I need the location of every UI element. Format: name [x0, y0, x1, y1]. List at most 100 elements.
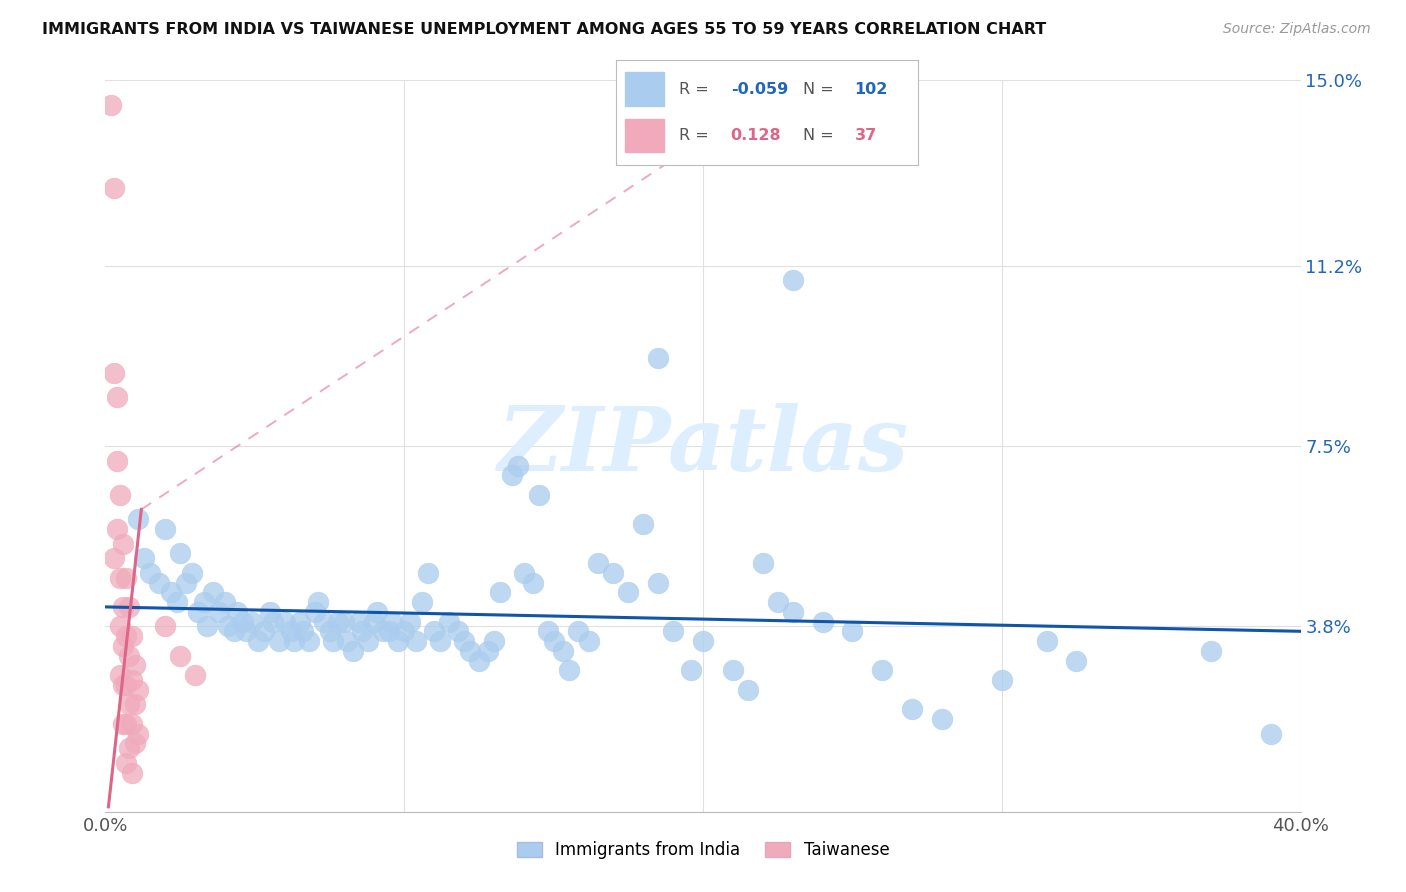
Point	[124, 736, 146, 750]
Point	[373, 624, 395, 639]
Point	[468, 654, 491, 668]
Point	[232, 615, 254, 629]
Text: N =: N =	[803, 82, 834, 96]
Point	[647, 575, 669, 590]
Point	[217, 619, 239, 633]
Point	[259, 605, 281, 619]
Point	[121, 765, 143, 780]
Point	[378, 624, 401, 639]
Point	[235, 624, 257, 639]
Point	[195, 619, 218, 633]
Point	[647, 351, 669, 366]
Point	[342, 644, 364, 658]
Text: R =: R =	[679, 82, 709, 96]
Point	[115, 571, 138, 585]
Point	[100, 97, 122, 112]
Point	[307, 595, 329, 609]
Point	[567, 624, 589, 639]
Point	[110, 571, 132, 585]
Text: 37: 37	[855, 128, 877, 143]
Point	[118, 648, 141, 663]
Point	[121, 629, 143, 643]
Point	[112, 599, 135, 614]
Point	[110, 488, 132, 502]
Point	[366, 605, 388, 619]
Bar	[624, 72, 664, 106]
Point	[121, 673, 143, 687]
Text: ZIPatlas: ZIPatlas	[498, 403, 908, 489]
Point	[107, 390, 129, 404]
Point	[222, 624, 245, 639]
Point	[429, 634, 451, 648]
Point	[139, 566, 162, 580]
Point	[240, 615, 263, 629]
Point	[298, 634, 321, 648]
Point	[148, 575, 170, 590]
Point	[103, 180, 125, 194]
Point	[721, 663, 744, 677]
Point	[557, 663, 579, 677]
Point	[187, 605, 209, 619]
Point	[103, 366, 125, 380]
Point	[482, 634, 505, 648]
Point	[387, 634, 409, 648]
Point	[477, 644, 499, 658]
Point	[513, 566, 536, 580]
Point	[110, 668, 132, 682]
Point	[602, 566, 624, 580]
Point	[115, 756, 138, 770]
Point	[527, 488, 550, 502]
Point	[588, 556, 610, 570]
Point	[1199, 644, 1222, 658]
Point	[1066, 654, 1088, 668]
Point	[214, 595, 236, 609]
Point	[543, 634, 565, 648]
Point	[336, 634, 359, 648]
Point	[872, 663, 894, 677]
Point	[304, 605, 326, 619]
Point	[225, 605, 249, 619]
Point	[333, 615, 356, 629]
Point	[411, 595, 433, 609]
Point	[155, 522, 177, 536]
Point	[110, 619, 132, 633]
Point	[118, 741, 141, 756]
Point	[155, 619, 177, 633]
Text: IMMIGRANTS FROM INDIA VS TAIWANESE UNEMPLOYMENT AMONG AGES 55 TO 59 YEARS CORREL: IMMIGRANTS FROM INDIA VS TAIWANESE UNEMP…	[42, 22, 1046, 37]
Point	[990, 673, 1012, 687]
Point	[318, 624, 340, 639]
Point	[506, 458, 529, 473]
Point	[184, 668, 207, 682]
Point	[134, 551, 156, 566]
Point	[766, 595, 789, 609]
Point	[662, 624, 685, 639]
Point	[267, 634, 290, 648]
Point	[811, 615, 834, 629]
Text: 0.128: 0.128	[731, 128, 782, 143]
Point	[246, 634, 269, 648]
Point	[312, 615, 335, 629]
Point	[174, 575, 197, 590]
Point	[121, 717, 143, 731]
Point	[447, 624, 470, 639]
Point	[253, 624, 276, 639]
Point	[536, 624, 558, 639]
Point	[489, 585, 512, 599]
Point	[352, 624, 374, 639]
Point	[112, 639, 135, 653]
Point	[328, 615, 350, 629]
Point	[381, 615, 404, 629]
Point	[617, 585, 640, 599]
Point	[453, 634, 475, 648]
Point	[633, 516, 655, 531]
Point	[208, 605, 231, 619]
Point	[181, 566, 204, 580]
Point	[124, 658, 146, 673]
Legend: Immigrants from India, Taiwanese: Immigrants from India, Taiwanese	[510, 834, 896, 865]
Point	[405, 634, 427, 648]
Point	[112, 717, 135, 731]
Point	[288, 615, 311, 629]
Point	[692, 634, 714, 648]
Point	[458, 644, 481, 658]
Point	[115, 678, 138, 692]
